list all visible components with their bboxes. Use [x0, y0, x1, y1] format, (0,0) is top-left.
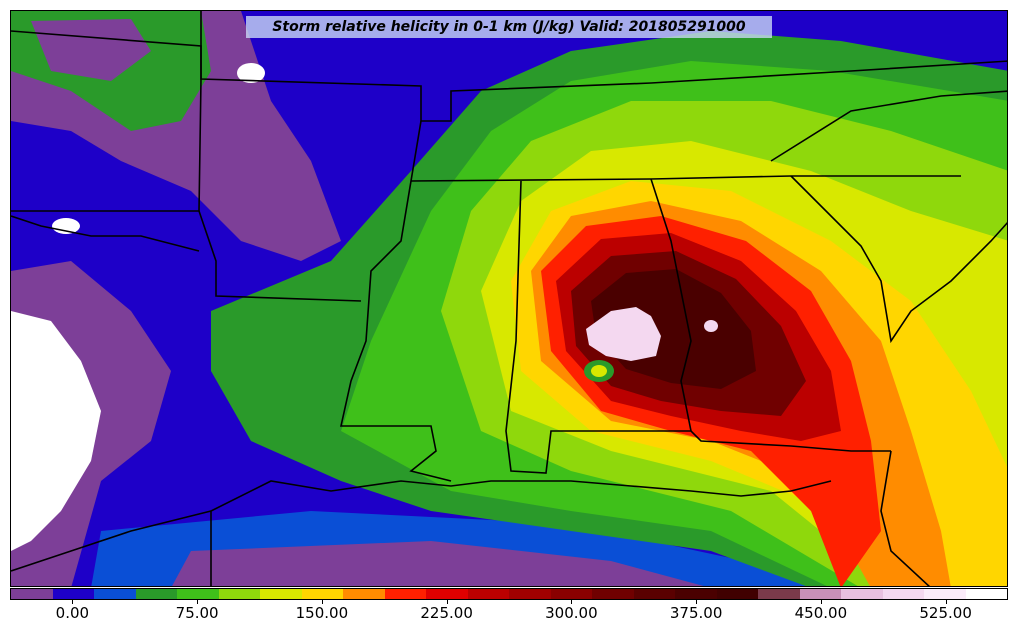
field-pink-spot [704, 320, 718, 332]
colorbar-segment [924, 589, 966, 599]
colorbar-tick-mark [571, 600, 573, 604]
colorbar-tick-label: 150.00 [295, 604, 349, 622]
colorbar [10, 588, 1008, 600]
colorbar-segment [467, 589, 509, 599]
colorbar-segment [177, 589, 219, 599]
colorbar-segment [135, 589, 177, 599]
colorbar-segment [550, 589, 592, 599]
colorbar-segment [260, 589, 302, 599]
colorbar-tick-mark [820, 600, 822, 604]
colorbar-segment [716, 589, 758, 599]
colorbar-tick-mark [446, 600, 448, 604]
colorbar-segment [758, 589, 800, 599]
colorbar-segment [218, 589, 260, 599]
colorbar-segment [343, 589, 385, 599]
colorbar-segment [965, 589, 1007, 599]
colorbar-segment [426, 589, 468, 599]
colorbar-segment [384, 589, 426, 599]
field-white-spot-n [237, 63, 265, 83]
colorbar-tick-mark [321, 600, 323, 604]
field-white-tx [11, 311, 101, 551]
colorbar-tick-mark [945, 600, 947, 604]
colorbar-tick-label: 300.00 [545, 604, 598, 622]
field-eye-yellow [591, 365, 607, 377]
colorbar-tick-label: 225.00 [420, 604, 473, 622]
colorbar-segment [11, 589, 53, 599]
field-purple-gulf [172, 541, 704, 586]
colorbar-segment [94, 589, 136, 599]
field-pink-core [586, 307, 661, 361]
colorbar-segment [882, 589, 924, 599]
colorbar-segment [675, 589, 717, 599]
colorbar-segment [301, 589, 343, 599]
colorbar-tick-mark [696, 600, 698, 604]
colorbar-tick-mark [72, 600, 74, 604]
colorbar-segment [592, 589, 634, 599]
colorbar-segment [841, 589, 883, 599]
helicity-map [10, 10, 1008, 587]
state-borders [11, 11, 1007, 586]
map-title: Storm relative helicity in 0-1 km (J/kg)… [246, 16, 772, 38]
colorbar-tick-mark [197, 600, 199, 604]
colorbar-segment [799, 589, 841, 599]
colorbar-tick-label: 375.00 [669, 604, 723, 622]
colorbar-tick-label: 525.00 [919, 604, 972, 622]
map-canvas [11, 11, 1007, 586]
colorbar-tick-label: 0.00 [55, 604, 90, 622]
colorbar-tick-label: 75.00 [175, 604, 219, 622]
colorbar-ticks: 0.00 75.00 150.00 225.00 300.00 375.00 450.00 5… [10, 600, 1008, 630]
colorbar-segment [52, 589, 94, 599]
colorbar-tick-label: 450.00 [794, 604, 848, 622]
colorbar-segment [633, 589, 675, 599]
colorbar-segment [509, 589, 551, 599]
